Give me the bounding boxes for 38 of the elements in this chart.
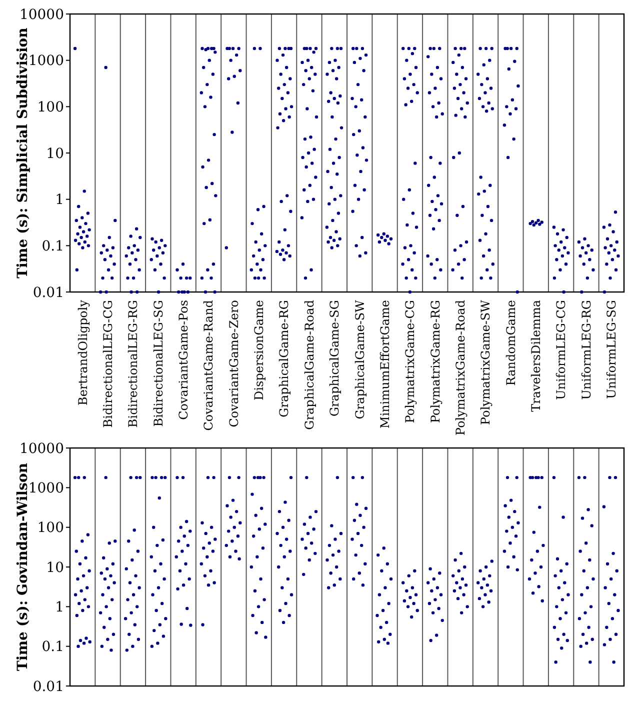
x-tick-label: UniformLEG-CG bbox=[554, 300, 568, 400]
x-tick-label: GraphicalGame-Road bbox=[302, 300, 316, 430]
x-tick-label: GraphicalGame-SG bbox=[328, 300, 342, 417]
y-tick-label: 1000 bbox=[28, 480, 64, 497]
x-tick-label: PolymatrixGame-RG bbox=[428, 300, 442, 424]
x-tick-label: BertrandOligpoly bbox=[76, 300, 90, 406]
x-tick-label: PolymatrixGame-Road bbox=[454, 300, 468, 436]
y-tick-label: 1 bbox=[55, 600, 64, 616]
x-tick-label: PolymatrixGame-SW bbox=[478, 299, 493, 425]
y-tick-label: 0.01 bbox=[32, 678, 64, 695]
x-tick-label: UniformLEG-RG bbox=[579, 300, 594, 400]
y-axis-title: Time (s): Govindan-Wilson bbox=[14, 462, 31, 672]
x-tick-label: PolymatrixGame-CG bbox=[403, 300, 418, 424]
x-tick-label: TravelersDilemma bbox=[529, 300, 544, 412]
x-tick-label: GraphicalGame-SW bbox=[352, 299, 367, 420]
y-tick-label: 1 bbox=[55, 192, 64, 208]
y-tick-label: 0.01 bbox=[32, 284, 64, 301]
y-tick-label: 0.1 bbox=[42, 639, 64, 656]
y-tick-label: 100 bbox=[37, 520, 64, 536]
x-tick-label: CovariantGame-Zero bbox=[226, 300, 241, 428]
y-tick-label: 10000 bbox=[19, 6, 64, 23]
y-axis-title: Time (s): Simplicial Subdivision bbox=[14, 28, 31, 278]
y-tick-label: 10 bbox=[46, 146, 64, 162]
x-tick-label: BidirectionalLEG-SG bbox=[151, 300, 166, 427]
y-tick-label: 10 bbox=[46, 560, 64, 576]
y-tick-label: 1000 bbox=[28, 53, 64, 70]
y-tick-label: 100 bbox=[37, 100, 64, 116]
x-tick-label: GraphicalGame-RG bbox=[277, 300, 292, 418]
x-tick-label: CovariantGame-Pos bbox=[176, 300, 191, 420]
x-tick-label: MinimumEffortGame bbox=[378, 300, 392, 428]
x-tick-label: BidirectionalLEG-RG bbox=[126, 300, 140, 428]
x-tick-label: UniformLEG-SG bbox=[604, 300, 619, 399]
x-tick-label: RandomGame bbox=[504, 300, 518, 386]
y-tick-label: 0.1 bbox=[42, 238, 64, 255]
x-tick-label: DispersionGame bbox=[252, 300, 266, 400]
x-tick-label: CovariantGame-Rand bbox=[202, 300, 216, 431]
x-tick-label: BidirectionalLEG-CG bbox=[100, 300, 115, 428]
y-tick-label: 10000 bbox=[19, 440, 64, 457]
